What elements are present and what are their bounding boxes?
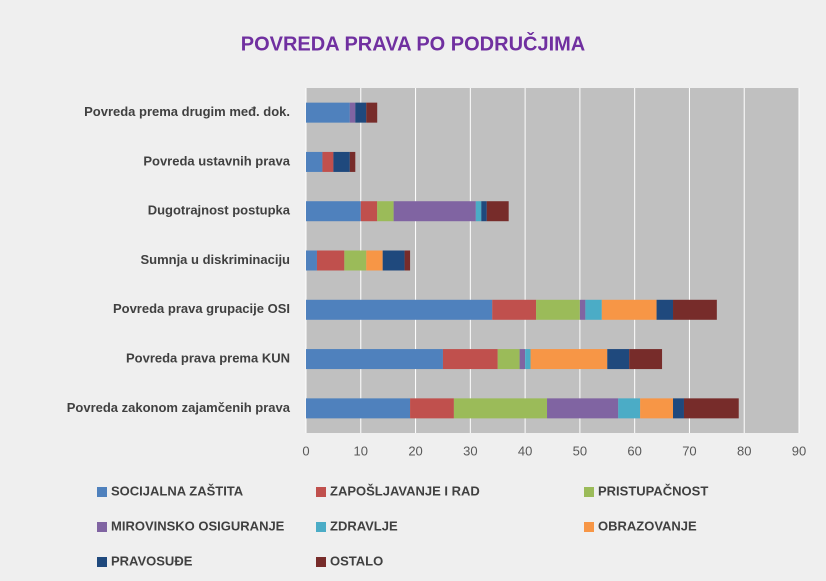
x-tick-label: 50 bbox=[573, 443, 587, 458]
bar-segment bbox=[536, 299, 580, 320]
bar-segment bbox=[360, 201, 378, 222]
legend-swatch bbox=[584, 487, 594, 497]
bar-segment bbox=[316, 250, 345, 271]
bar-segment bbox=[306, 201, 361, 222]
legend-swatch bbox=[316, 487, 326, 497]
y-tick-label: Povreda ustavnih prava bbox=[143, 153, 290, 168]
bar-segment bbox=[382, 250, 405, 271]
bar-segment bbox=[355, 102, 367, 123]
bar-segment bbox=[377, 201, 394, 222]
bar-segment bbox=[366, 102, 378, 123]
bar-segment bbox=[530, 349, 608, 370]
bar-segment bbox=[344, 250, 367, 271]
y-tick-label: Povreda prema drugim međ. dok. bbox=[84, 104, 290, 119]
bar-segment bbox=[525, 349, 531, 370]
legend-label: MIROVINSKO OSIGURANJE bbox=[111, 518, 285, 533]
legend-swatch bbox=[97, 557, 107, 567]
bar-segment bbox=[475, 201, 482, 222]
bar-segment bbox=[306, 398, 411, 419]
bar-segment bbox=[322, 151, 334, 172]
bar-segment bbox=[519, 349, 526, 370]
x-tick-label: 20 bbox=[408, 443, 422, 458]
y-tick-label: Povreda prava grupacije OSI bbox=[113, 301, 290, 316]
x-tick-label: 70 bbox=[682, 443, 696, 458]
bar-segment bbox=[547, 398, 619, 419]
bar-segment bbox=[481, 201, 487, 222]
legend-label: SOCIJALNA ZAŠTITA bbox=[111, 483, 244, 498]
legend-swatch bbox=[584, 522, 594, 532]
bar-segment bbox=[349, 151, 356, 172]
y-tick-label: Povreda zakonom zajamčenih prava bbox=[67, 400, 291, 415]
bar-segment bbox=[453, 398, 548, 419]
bar-segment bbox=[404, 250, 411, 271]
y-tick-label: Sumnja u diskriminaciju bbox=[140, 252, 290, 267]
bar-segment bbox=[393, 201, 476, 222]
bar-segment bbox=[349, 102, 356, 123]
bar-segment bbox=[618, 398, 641, 419]
bar-segment bbox=[629, 349, 663, 370]
bar-segment bbox=[640, 398, 674, 419]
legend-label: OBRAZOVANJE bbox=[598, 518, 697, 533]
legend-label: ZAPOŠLJAVANJE I RAD bbox=[330, 483, 480, 498]
bar-segment bbox=[673, 398, 684, 419]
legend-label: PRAVOSUĐE bbox=[111, 553, 193, 568]
chart-title: POVREDA PRAVA PO PODRUČJIMA bbox=[241, 31, 585, 55]
y-tick-label: Dugotrajnost postupka bbox=[148, 203, 291, 218]
legend-swatch bbox=[316, 522, 326, 532]
bar-segment bbox=[683, 398, 739, 419]
bar-segment bbox=[306, 349, 443, 370]
bar-segment bbox=[497, 349, 520, 370]
bar-segment bbox=[607, 349, 630, 370]
y-tick-label: Povreda prava prema KUN bbox=[126, 351, 290, 366]
bar-segment bbox=[306, 151, 323, 172]
x-tick-label: 0 bbox=[302, 443, 309, 458]
x-tick-label: 90 bbox=[792, 443, 806, 458]
bar-segment bbox=[306, 102, 350, 123]
bar-segment bbox=[673, 299, 717, 320]
bar-segment bbox=[492, 299, 537, 320]
legend-swatch bbox=[97, 522, 107, 532]
bar-segment bbox=[306, 250, 317, 271]
bar-segment bbox=[601, 299, 657, 320]
bar-segment bbox=[579, 299, 586, 320]
x-tick-label: 80 bbox=[737, 443, 751, 458]
bar-segment bbox=[366, 250, 383, 271]
bar-segment bbox=[656, 299, 674, 320]
bar-segment bbox=[486, 201, 509, 222]
bar-segment bbox=[333, 151, 350, 172]
legend-swatch bbox=[316, 557, 326, 567]
legend-label: OSTALO bbox=[330, 553, 383, 568]
bar-segment bbox=[585, 299, 602, 320]
x-tick-label: 40 bbox=[518, 443, 532, 458]
x-tick-label: 60 bbox=[627, 443, 641, 458]
x-tick-label: 10 bbox=[354, 443, 368, 458]
legend-label: PRISTUPAČNOST bbox=[598, 483, 708, 498]
bar-segment bbox=[410, 398, 454, 419]
legend-label: ZDRAVLJE bbox=[330, 518, 398, 533]
x-tick-label: 30 bbox=[463, 443, 477, 458]
bar-segment bbox=[442, 349, 498, 370]
bar-segment bbox=[306, 299, 493, 320]
legend-swatch bbox=[97, 487, 107, 497]
